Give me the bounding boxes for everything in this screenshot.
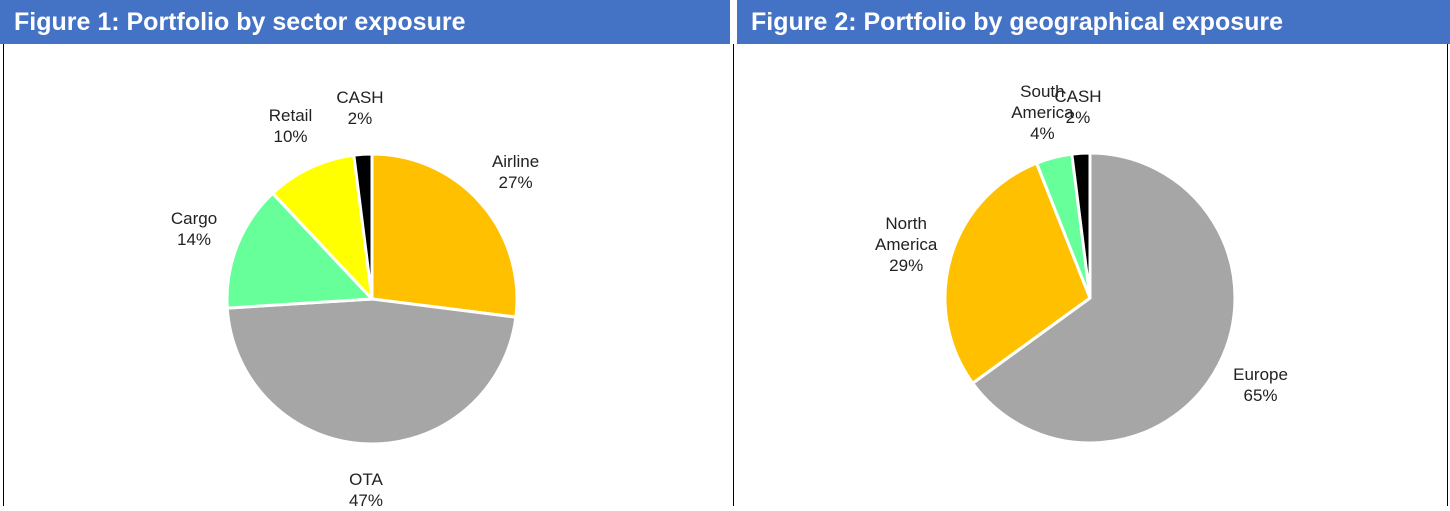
value-label: 65% (1243, 385, 1278, 405)
value-label: 29% (889, 256, 924, 276)
pie-slice (971, 151, 1237, 445)
pie-slice (1070, 151, 1092, 300)
pie-slice (271, 153, 374, 301)
category-label: CASH (336, 87, 384, 107)
slice-label: Retail 10% (249, 105, 333, 147)
border (3, 44, 4, 506)
category-label: Airline (491, 152, 540, 172)
border (1447, 44, 1448, 506)
slice-label: OTA 47% (324, 469, 408, 511)
pie-slice (352, 152, 374, 301)
slice-label: Airline 27% (474, 151, 558, 193)
value-label: 2% (1065, 107, 1091, 127)
category-label: Europe (1233, 364, 1288, 384)
pie-slice (225, 297, 518, 446)
border (733, 44, 734, 506)
value-label: 47% (348, 491, 383, 511)
category-label: OTA (349, 470, 383, 490)
category-label: CASH (1054, 86, 1102, 106)
category-label: South America (1011, 82, 1074, 123)
slice-label: South America 4% (1000, 81, 1084, 144)
category-label: North America (875, 214, 938, 255)
pie-slice (225, 191, 374, 310)
pie-slice (370, 152, 519, 319)
slice-label: Europe 65% (1219, 364, 1303, 406)
figure-title: Figure 2: Portfolio by geographical expo… (737, 0, 1450, 44)
value-label: 4% (1030, 124, 1055, 144)
pie-slice (943, 161, 1092, 385)
value-label: 10% (273, 126, 308, 146)
slice-label: Cargo 14% (152, 208, 236, 250)
slice-label: CASH 2% (1036, 86, 1120, 128)
figure-title: Figure 1: Portfolio by sector exposure (0, 0, 730, 44)
value-label: 2% (347, 108, 373, 128)
value-label: 14% (177, 229, 212, 249)
slice-label: North America 29% (864, 213, 948, 276)
slice-label: CASH 2% (318, 87, 402, 129)
category-label: Retail (268, 105, 313, 125)
category-label: Cargo (170, 208, 218, 228)
value-label: 27% (498, 173, 533, 193)
